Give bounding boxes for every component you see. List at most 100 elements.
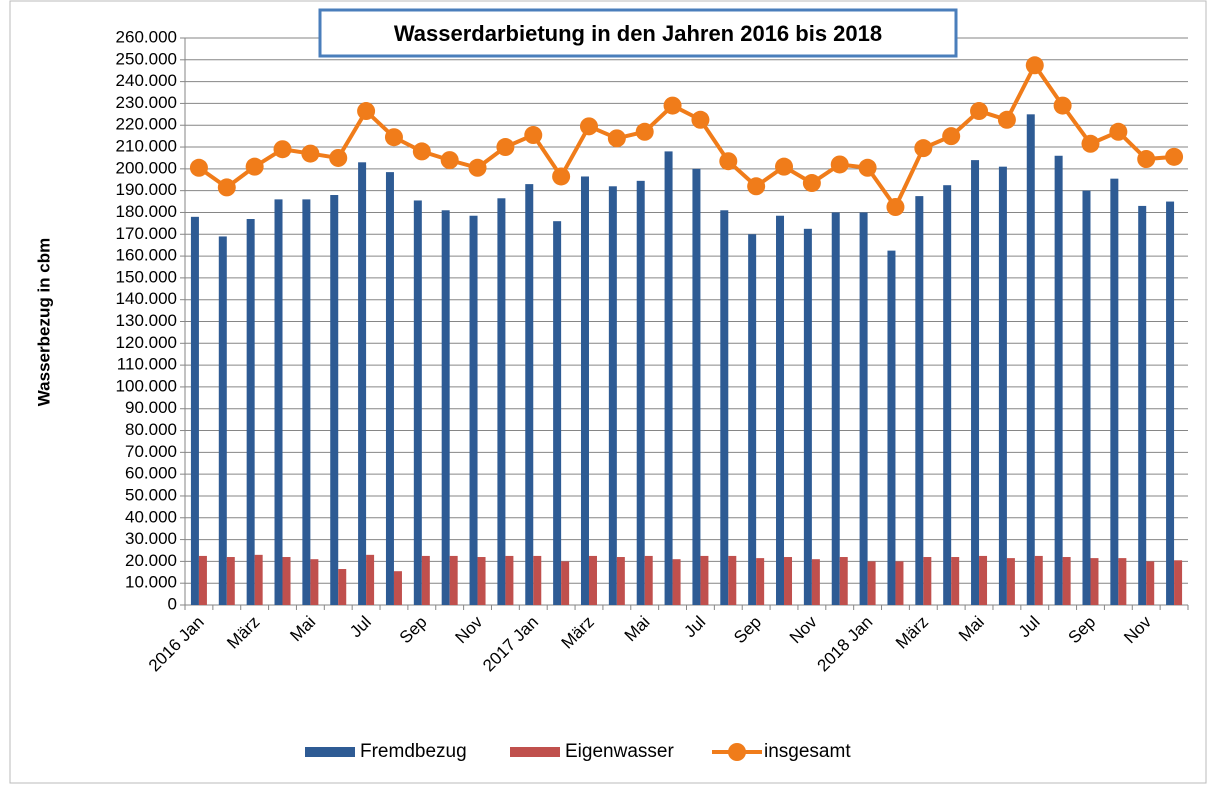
y-tick-label: 50.000 (125, 485, 177, 504)
bar (477, 557, 486, 605)
line-marker (412, 142, 431, 161)
line-marker (635, 122, 654, 141)
bar (469, 215, 478, 605)
bar (1026, 114, 1035, 606)
bar (1062, 557, 1071, 605)
bar (366, 554, 375, 605)
bar (358, 162, 367, 606)
y-tick-label: 220.000 (116, 115, 177, 134)
bar (979, 555, 988, 605)
bar (748, 234, 757, 605)
bar (636, 180, 645, 605)
line-marker (329, 148, 348, 167)
bar (497, 198, 506, 605)
line-marker (914, 139, 933, 158)
line-marker (384, 128, 403, 147)
y-tick-label: 170.000 (116, 224, 177, 243)
bar (700, 555, 709, 605)
bar (330, 195, 339, 605)
y-tick-label: 210.000 (116, 137, 177, 156)
bar (449, 555, 458, 605)
bar (672, 559, 681, 605)
line-marker (719, 152, 738, 171)
bar (887, 250, 896, 605)
line-marker (663, 96, 682, 115)
bar (1146, 561, 1155, 605)
bar (393, 571, 402, 605)
y-tick-label: 230.000 (116, 93, 177, 112)
bar (302, 199, 311, 605)
legend-label: Eigenwasser (565, 741, 674, 762)
y-tick-label: 40.000 (125, 507, 177, 526)
line-marker (942, 127, 961, 146)
bar (616, 557, 625, 605)
line-marker (579, 117, 598, 136)
bar (274, 199, 283, 605)
bar (951, 557, 960, 605)
y-tick-label: 90.000 (125, 398, 177, 417)
bar (580, 176, 589, 605)
legend-label: insgesamt (764, 741, 851, 762)
y-tick-label: 260.000 (116, 27, 177, 46)
line-marker (357, 102, 376, 121)
line-marker (607, 129, 626, 148)
line-marker (301, 144, 320, 163)
line-marker (496, 138, 515, 157)
y-tick-label: 10.000 (125, 573, 177, 592)
bar (998, 166, 1007, 605)
chart-title: Wasserdarbietung in den Jahren 2016 bis … (394, 21, 882, 46)
y-tick-label: 20.000 (125, 551, 177, 570)
line-marker (691, 110, 710, 129)
y-tick-label: 190.000 (116, 180, 177, 199)
bar (413, 200, 422, 606)
line-marker (970, 102, 989, 121)
bar (338, 569, 347, 605)
line-marker (775, 157, 794, 176)
bar (776, 215, 785, 605)
bar (1110, 178, 1119, 606)
line-marker (830, 155, 849, 174)
line-marker (1053, 96, 1072, 115)
bar (971, 160, 980, 605)
bar (1054, 155, 1063, 605)
line-marker (1109, 122, 1128, 141)
bar (664, 151, 673, 605)
y-tick-label: 120.000 (116, 333, 177, 352)
bar (1174, 560, 1183, 605)
bar (1166, 201, 1175, 606)
bar (756, 558, 765, 605)
line-marker (1165, 147, 1184, 166)
line-marker (1081, 134, 1100, 153)
bar (385, 172, 394, 605)
bar (644, 555, 653, 605)
bar (943, 185, 952, 606)
bar (246, 219, 255, 605)
y-tick-label: 130.000 (116, 311, 177, 330)
title-box (318, 8, 958, 58)
bar (588, 555, 597, 605)
bar (254, 554, 263, 605)
bar (226, 557, 235, 605)
line-marker (802, 174, 821, 193)
bar (421, 555, 430, 605)
y-tick-label: 30.000 (125, 529, 177, 548)
bar (839, 557, 848, 605)
bar (198, 555, 207, 605)
bar (310, 559, 319, 605)
line-marker (189, 158, 208, 177)
bar (1138, 205, 1147, 605)
line-marker (245, 157, 264, 176)
legend-marker (728, 743, 746, 761)
y-axis-label: Wasserbezug in cbm (34, 238, 53, 406)
bar (282, 557, 291, 605)
line-marker (886, 198, 905, 217)
bar (1006, 558, 1015, 605)
bar (728, 555, 737, 605)
line-marker (997, 110, 1016, 129)
y-tick-label: 0 (168, 594, 177, 613)
bar (525, 184, 534, 605)
line (197, 61, 1175, 211)
bar (831, 212, 840, 605)
